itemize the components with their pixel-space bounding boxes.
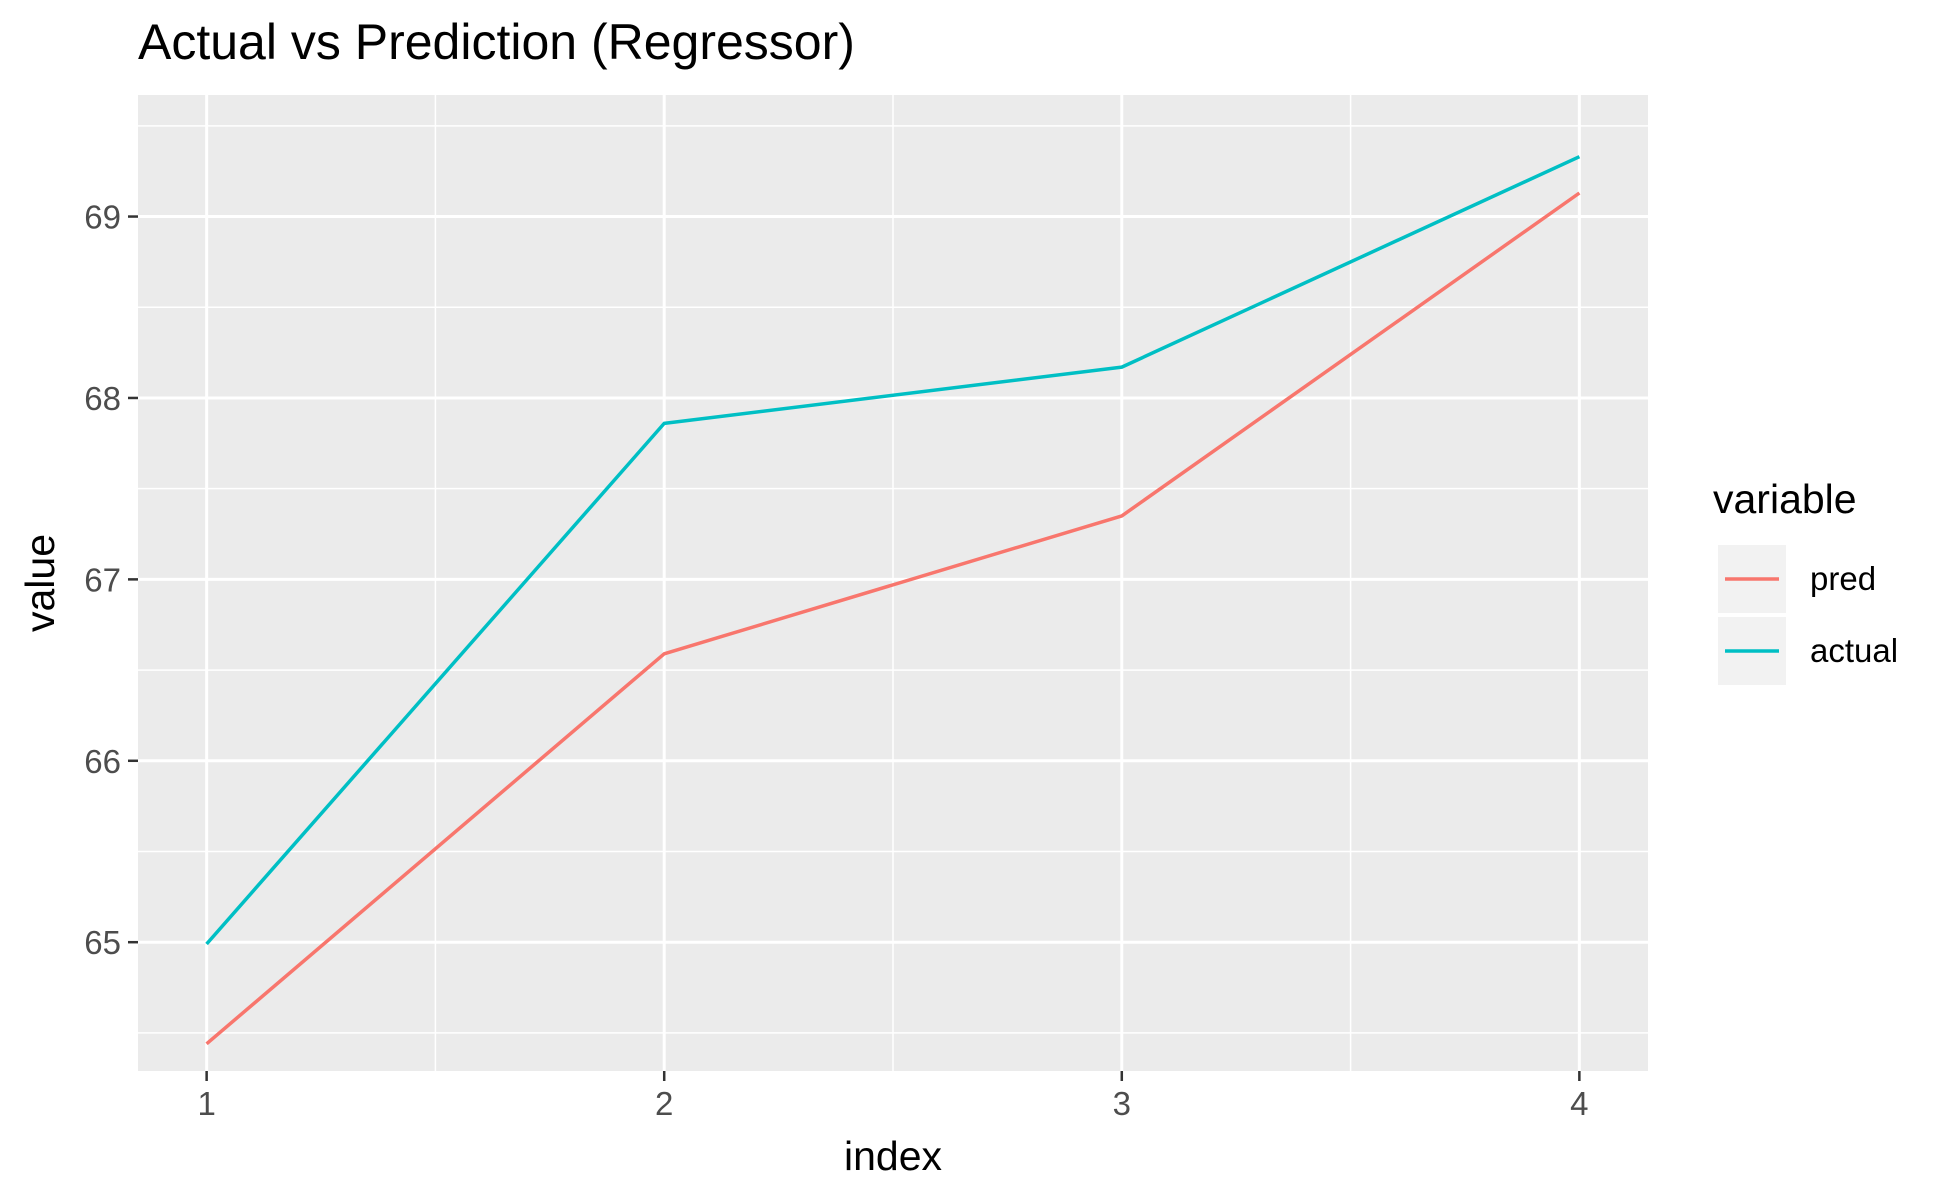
minor-gridlines [138,95,1648,1071]
y-tick-label: 67 [84,561,121,598]
y-tick-label: 66 [84,743,121,780]
series-line-pred [205,191,1581,1046]
x-tick-label: 1 [197,1085,215,1122]
x-tick-label: 4 [1570,1085,1588,1122]
series-line-actual [205,155,1581,946]
y-tick-label: 65 [84,924,121,961]
legend-title: variable [1713,476,1857,522]
y-axis-title: value [17,534,63,632]
x-tick-label: 3 [1113,1085,1131,1122]
series-lines [205,155,1581,1046]
major-gridlines [138,95,1648,1071]
x-axis-title: index [844,1133,943,1179]
legend-label-pred: pred [1810,560,1876,597]
chart-title: Actual vs Prediction (Regressor) [138,14,855,70]
y-tick-label: 69 [84,199,121,236]
y-axis: 65 66 67 68 69 [84,199,138,961]
y-tick-label: 68 [84,380,121,417]
x-tick-label: 2 [655,1085,673,1122]
legend: variable pred actual [1713,476,1898,685]
legend-label-actual: actual [1810,632,1898,669]
x-axis: 1 2 3 4 [197,1071,1589,1122]
